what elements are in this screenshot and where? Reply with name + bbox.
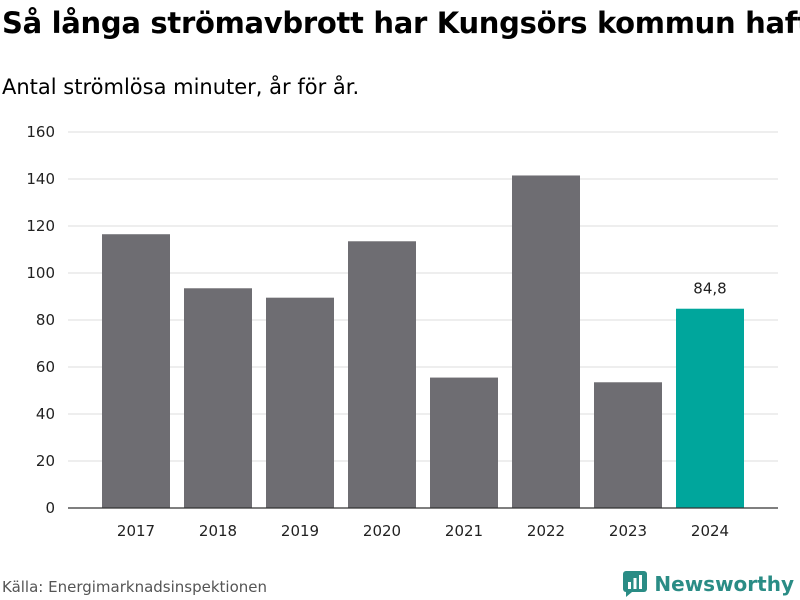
bar-2020 — [348, 241, 416, 508]
x-tick-label: 2023 — [609, 522, 647, 540]
y-tick-label: 40 — [36, 405, 55, 423]
x-tick-label: 2017 — [117, 522, 155, 540]
y-tick-label: 140 — [26, 170, 55, 188]
y-tick-label: 60 — [36, 358, 55, 376]
y-tick-label: 120 — [26, 217, 55, 235]
y-tick-label: 160 — [26, 123, 55, 141]
x-tick-label: 2021 — [445, 522, 483, 540]
bar-2024 — [676, 308, 744, 508]
x-tick-label: 2018 — [199, 522, 237, 540]
bar-2017 — [102, 234, 170, 508]
newsworthy-logo-icon — [623, 571, 648, 597]
bar-2023 — [594, 382, 662, 508]
brand-name: Newsworthy — [654, 572, 794, 596]
bar-2019 — [266, 297, 334, 508]
data-label: 84,8 — [693, 280, 726, 298]
chart-subtitle: Antal strömlösa minuter, år för år. — [2, 75, 360, 99]
brand-logo: Newsworthy — [622, 570, 794, 598]
bar-2022 — [512, 175, 580, 508]
x-tick-label: 2019 — [281, 522, 319, 540]
bar-2021 — [430, 377, 498, 508]
x-tick-label: 2022 — [527, 522, 565, 540]
chart-title: Så långa strömavbrott har Kungsörs kommu… — [2, 6, 800, 40]
y-tick-label: 0 — [45, 499, 55, 517]
x-tick-label: 2024 — [691, 522, 729, 540]
y-tick-label: 20 — [36, 452, 55, 470]
bar-2018 — [184, 288, 252, 508]
source-note: Källa: Energimarknadsinspektionen — [2, 578, 268, 596]
x-tick-label: 2020 — [363, 522, 401, 540]
y-tick-label: 100 — [26, 264, 55, 282]
y-tick-label: 80 — [36, 311, 55, 329]
